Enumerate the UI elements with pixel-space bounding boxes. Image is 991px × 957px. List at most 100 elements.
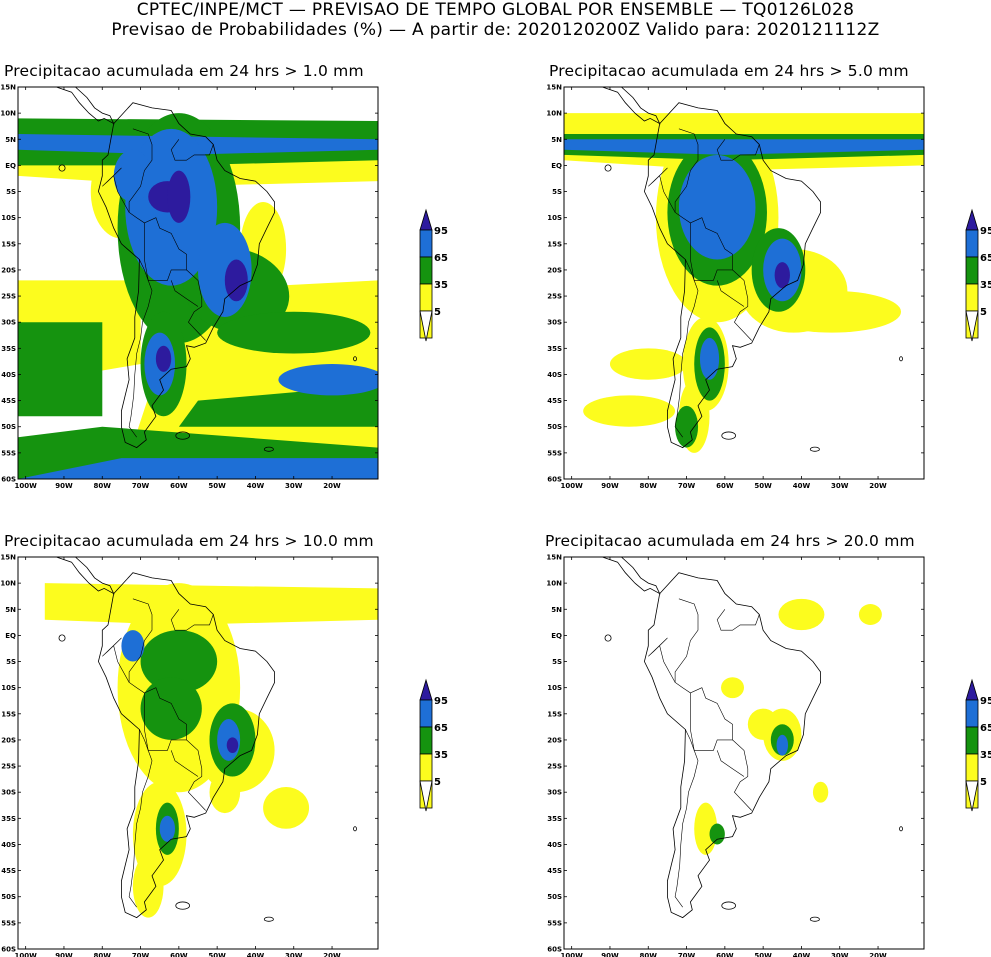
lat-label: 45S	[1, 397, 16, 405]
lat-label: 15N	[0, 84, 16, 92]
lat-label: 5S	[6, 658, 16, 666]
colorbar-label: 5	[980, 777, 987, 788]
lat-label: 35S	[1, 815, 16, 823]
lat-label: EQ	[5, 632, 16, 640]
lat-label: 10N	[0, 110, 16, 118]
colorbar-top-arrow	[419, 678, 433, 701]
lat-label: 10N	[0, 580, 16, 588]
lat-label: 60S	[547, 946, 562, 954]
colorbar-label: 95	[980, 696, 991, 707]
lat-label: 20S	[547, 736, 562, 744]
lon-label: 50W	[208, 482, 226, 490]
colorbar-label: 95	[434, 226, 448, 237]
lat-label: 10N	[546, 580, 562, 588]
lat-label: 5S	[6, 188, 16, 196]
lat-label: 55S	[547, 919, 562, 927]
lat-label: 25S	[1, 293, 16, 301]
lon-label: 100W	[14, 952, 37, 957]
lon-label: 60W	[716, 482, 734, 490]
prob-p95	[774, 262, 790, 289]
lat-label: 40S	[1, 371, 16, 379]
prob-p95	[226, 737, 239, 753]
lon-label: 80W	[94, 482, 112, 490]
colorbar-label: 35	[980, 280, 991, 291]
lat-label: 20S	[1, 266, 16, 274]
colorbar-segment	[419, 283, 433, 312]
lat-label: 25S	[547, 293, 562, 301]
coastlines	[18, 87, 357, 452]
lon-label: 100W	[14, 482, 37, 490]
map-panel-20mm: 15N 10N 5N EQ 5S 10S 15S 20S 25S 30S 35S 40S 45S 50S 5…	[546, 554, 925, 957]
lat-label: 35S	[547, 345, 562, 353]
colorbar-segment	[965, 283, 979, 312]
lat-label: 10N	[546, 110, 562, 118]
lat-label: 40S	[547, 841, 562, 849]
lat-label: 10S	[1, 214, 16, 222]
lat-label: 15N	[546, 84, 562, 92]
lon-label: 70W	[678, 952, 696, 957]
lat-label: 40S	[1, 841, 16, 849]
colorbar-segment	[965, 256, 979, 285]
colorbar-5mm: 95 65 35 5	[965, 208, 991, 342]
colorbar-segment	[965, 753, 979, 782]
header-subtitle: Previsao de Probabilidades (%) — A parti…	[111, 20, 880, 40]
panel-title-10mm: Precipitacao acumulada em 24 hrs > 10.0 …	[4, 532, 374, 550]
colorbar-label: 95	[980, 226, 991, 237]
lat-label: 5N	[5, 136, 16, 144]
colorbar-label: 95	[434, 696, 448, 707]
colorbar-label: 65	[980, 723, 991, 734]
map-frame	[17, 86, 379, 480]
lat-label: 5N	[551, 606, 562, 614]
lat-label: 15N	[546, 554, 562, 562]
colorbar-bottom-arrow	[965, 310, 979, 342]
map-panel-5mm: 15N 10N 5N EQ 5S 10S 15S 20S 25S 30S 35S 40S 45S 50S 5…	[546, 84, 925, 490]
lat-label: EQ	[551, 162, 562, 170]
lon-label: 50W	[754, 482, 772, 490]
lon-label: 40W	[793, 952, 811, 957]
lon-label: 20W	[323, 952, 341, 957]
lat-label: 55S	[1, 919, 16, 927]
lat-label: 15S	[547, 710, 562, 718]
panel-title-20mm: Precipitacao acumulada em 24 hrs > 20.0 …	[545, 532, 915, 550]
lon-label: 80W	[640, 952, 658, 957]
colorbar-top-arrow	[965, 678, 979, 701]
lat-label: 45S	[547, 397, 562, 405]
lon-label: 40W	[247, 482, 265, 490]
lat-label: 35S	[1, 345, 16, 353]
lon-label: 30W	[831, 482, 849, 490]
colorbar-segment	[965, 699, 979, 728]
colorbar-top-arrow	[965, 208, 979, 231]
lat-label: 30S	[1, 319, 16, 327]
panel-title-1mm: Precipitacao acumulada em 24 hrs > 1.0 m…	[4, 62, 364, 80]
lon-label: 30W	[285, 952, 303, 957]
lon-label: 90W	[55, 952, 73, 957]
colorbar-segment	[419, 699, 433, 728]
lat-label: 10S	[1, 684, 16, 692]
lat-label: 5N	[5, 606, 16, 614]
lon-label: 70W	[678, 482, 696, 490]
lon-label: 90W	[601, 952, 619, 957]
lon-label: 60W	[170, 952, 188, 957]
lat-label: 55S	[547, 449, 562, 457]
lat-label: 60S	[1, 946, 16, 954]
lon-label: 60W	[170, 482, 188, 490]
lat-label: 60S	[547, 476, 562, 484]
colorbar-bottom-arrow	[419, 310, 433, 342]
lon-label: 20W	[869, 482, 887, 490]
lon-label: 50W	[754, 952, 772, 957]
lat-label: EQ	[551, 632, 562, 640]
lat-label: 5S	[552, 188, 562, 196]
colorbar-1mm: 95 65 35 5	[419, 208, 448, 342]
map-frame	[17, 556, 379, 950]
lon-label: 100W	[560, 952, 583, 957]
colorbar-segment	[419, 753, 433, 782]
lat-label: 60S	[1, 476, 16, 484]
colorbar-bottom-arrow	[419, 780, 433, 812]
coastlines	[564, 87, 903, 452]
panel-title-5mm: Precipitacao acumulada em 24 hrs > 5.0 m…	[549, 62, 909, 80]
lon-label: 90W	[55, 482, 73, 490]
colorbar-label: 65	[980, 253, 991, 264]
lat-label: 10S	[547, 684, 562, 692]
lat-label: 45S	[547, 867, 562, 875]
map-panel-1mm: 15N 10N 5N EQ 5S 10S 15S 20S 25S 30S 35S 40S 45S 50S 5…	[0, 84, 379, 490]
